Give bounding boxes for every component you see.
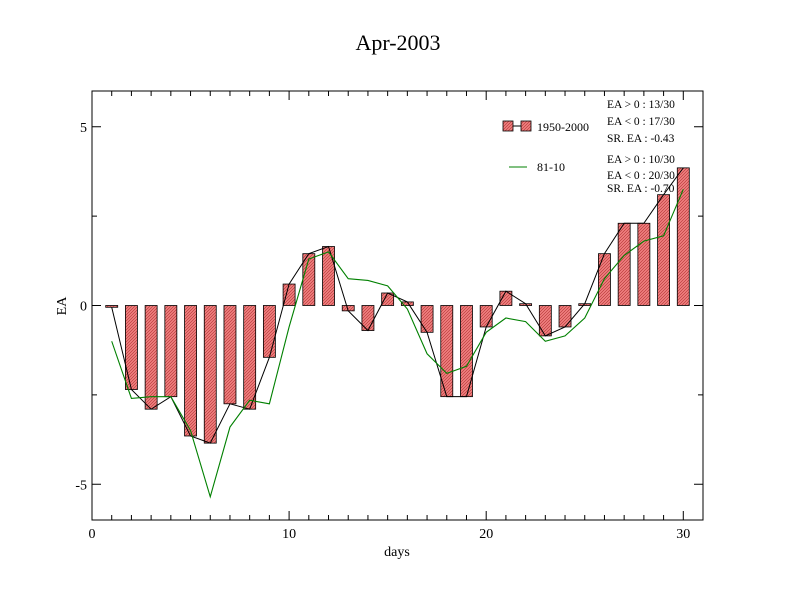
bar-day-11 bbox=[302, 253, 316, 306]
legend: 1950-2000 81-10 EA > 0 : 13/30 EA < 0 : … bbox=[502, 99, 675, 195]
bar-day-4 bbox=[164, 305, 178, 398]
bar-day-12 bbox=[322, 246, 335, 306]
stat-line-5: EA < 0 : 20/30 bbox=[607, 170, 675, 182]
bar-day-20 bbox=[479, 305, 493, 328]
bar-day-1 bbox=[105, 305, 119, 308]
stat-line-3: SR. EA : -0.43 bbox=[607, 133, 675, 145]
x-tick-label: 20 bbox=[479, 527, 493, 542]
bar-day-17 bbox=[420, 305, 434, 333]
stat-line-2: EA < 0 : 17/30 bbox=[607, 116, 675, 128]
line-1950-2000 bbox=[111, 167, 684, 444]
y-tick-label: 5 bbox=[80, 121, 87, 136]
bar-day-10 bbox=[282, 283, 296, 306]
x-tick-label: 30 bbox=[676, 527, 690, 542]
bar-day-6 bbox=[203, 305, 217, 444]
x-tick-label: 0 bbox=[89, 527, 96, 542]
y-axis-label: EA bbox=[55, 296, 70, 316]
x-axis-label: days bbox=[384, 545, 410, 560]
legend-bar-swatch-left bbox=[502, 120, 514, 132]
bar-day-2 bbox=[125, 305, 138, 390]
legend-bar-swatch-right bbox=[520, 120, 532, 132]
bar-day-7 bbox=[223, 305, 237, 405]
bar-day-23 bbox=[538, 305, 552, 337]
bar-day-27 bbox=[617, 222, 631, 306]
line-series bbox=[111, 167, 684, 499]
bar-day-24 bbox=[558, 305, 572, 328]
x-tick-label: 10 bbox=[282, 527, 296, 542]
bar-day-28 bbox=[637, 222, 651, 306]
axis-ticks: 0 10 20 30 -5 0 5 bbox=[75, 91, 704, 542]
y-tick-label: -5 bbox=[75, 478, 87, 493]
bar-day-3 bbox=[144, 305, 158, 410]
y-tick-label: 0 bbox=[80, 300, 87, 315]
bar-day-29 bbox=[657, 194, 670, 306]
legend-label-1950-2000: 1950-2000 bbox=[537, 120, 589, 134]
stat-line-6: SR. EA : -0.70 bbox=[607, 183, 675, 195]
bar-day-8 bbox=[243, 305, 257, 410]
bar-day-5 bbox=[184, 305, 197, 437]
stat-line-1: EA > 0 : 13/30 bbox=[607, 99, 675, 111]
stat-line-4: EA > 0 : 10/30 bbox=[607, 154, 675, 166]
bar-day-9 bbox=[262, 305, 276, 358]
chart-title: Apr-2003 bbox=[355, 30, 440, 55]
bar-day-30 bbox=[676, 167, 690, 306]
legend-label-81-10: 81-10 bbox=[537, 160, 565, 174]
line-81-10 bbox=[111, 189, 684, 499]
bar-series-1950-2000 bbox=[105, 167, 690, 444]
